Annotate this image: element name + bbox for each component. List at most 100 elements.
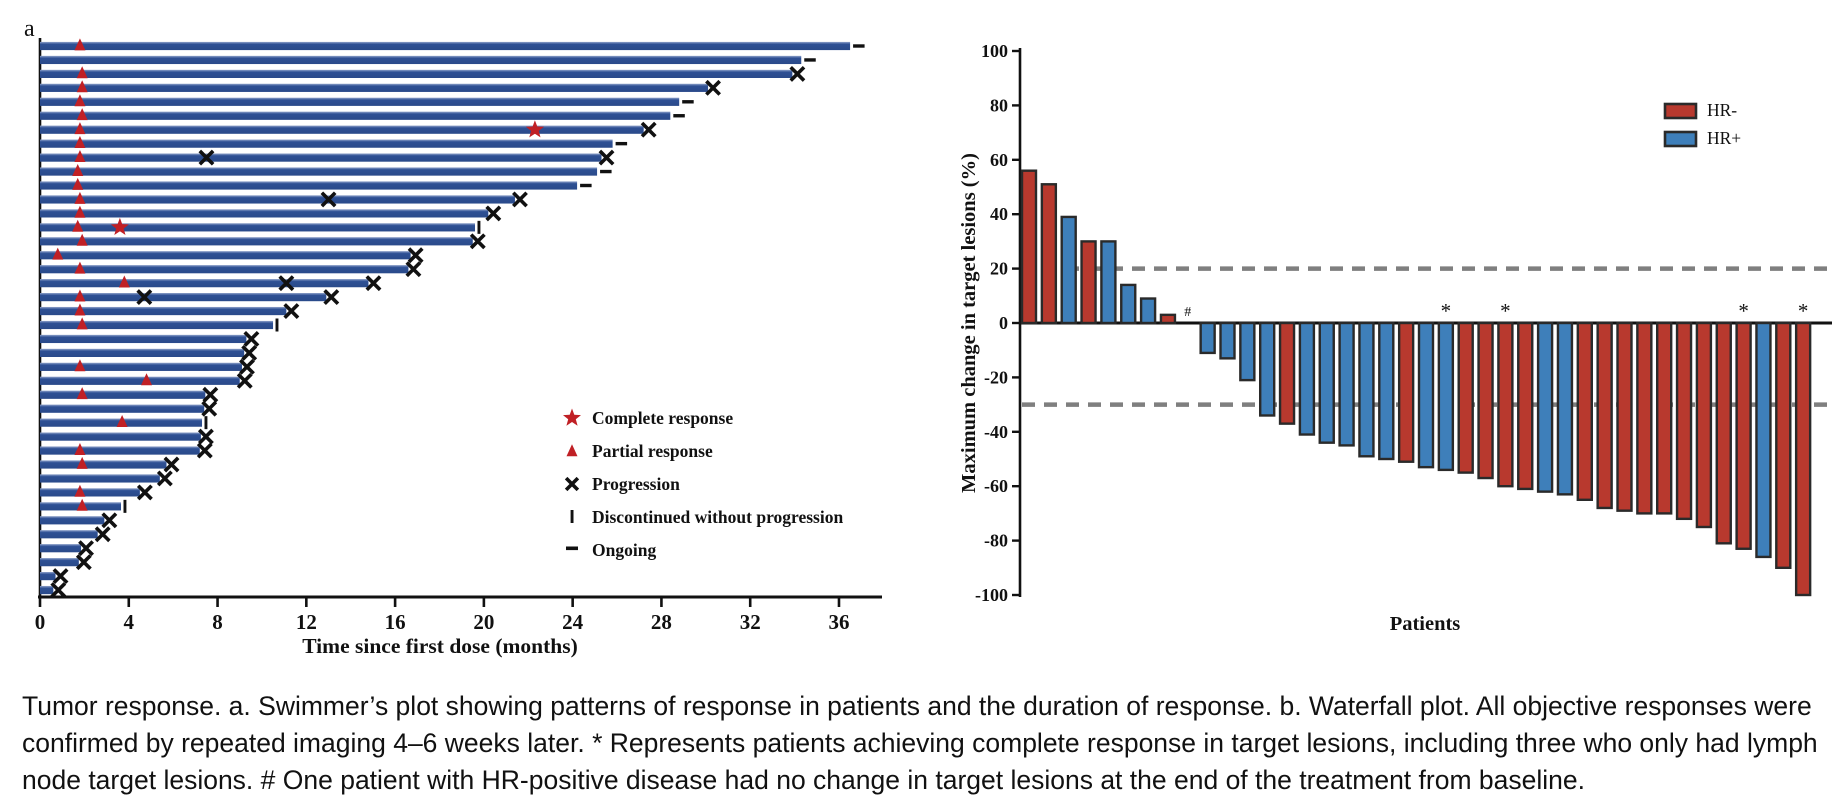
waterfall-bar [1318, 321, 1335, 444]
partial-response-triangle-icon [72, 177, 84, 190]
swimmer-bar [40, 306, 287, 316]
swimmer-bar [40, 376, 240, 385]
partial-response-triangle-icon [76, 108, 88, 121]
progression-x-icon [405, 261, 422, 278]
y-tick-label: -40 [984, 422, 1008, 442]
caption-line: Tumor response. a. Swimmer’s plot showin… [22, 691, 1812, 721]
swimmer-bar [40, 585, 54, 595]
waterfall-bar [1794, 321, 1812, 597]
swimmer-bar [40, 223, 476, 232]
waterfall-bar [1040, 183, 1058, 325]
swimmer-bar [40, 195, 515, 204]
progression-x-icon [564, 476, 580, 492]
legend-item-label: Discontinued without progression [592, 507, 843, 527]
progression-x-icon [52, 568, 69, 585]
legend-item-label: Ongoing [592, 540, 656, 560]
ongoing-dash-icon [580, 183, 592, 188]
x-tick-label: 8 [212, 610, 223, 634]
x-tick-label: 16 [385, 610, 406, 634]
progression-x-icon [320, 191, 337, 208]
swimmer-bar [40, 125, 644, 134]
swimmer-bar [40, 41, 851, 51]
waterfall-bar [1437, 321, 1455, 472]
waterfall-bar [1477, 321, 1494, 480]
progression-x-icon [512, 191, 528, 208]
x-tick-label: 32 [740, 610, 761, 634]
progression-x-icon [198, 149, 215, 166]
x-axis-title: Time since first dose (months) [302, 634, 578, 658]
swimmer-bar [40, 474, 160, 483]
progression-x-icon [78, 540, 95, 557]
waterfall-legend: HR- HR+ [1663, 100, 1741, 148]
waterfall-bar [1636, 321, 1653, 515]
partial-response-triangle-icon [74, 289, 86, 302]
partial-response-triangle-icon [74, 442, 86, 455]
progression-x-icon [197, 428, 214, 445]
ongoing-dash-icon [600, 169, 612, 174]
y-tick-label: 60 [990, 150, 1008, 170]
waterfall-bar [1120, 283, 1137, 325]
progression-x-icon [163, 456, 180, 473]
legend-item-label: HR+ [1707, 128, 1741, 148]
partial-response-triangle-icon [74, 150, 86, 162]
partial-response-triangle-icon [74, 205, 86, 218]
swimmer-bar [40, 153, 602, 162]
swimmer-legend: Complete response Partial response Progres… [563, 408, 843, 560]
x-tick-label: 12 [296, 610, 317, 634]
progression-x-icon [239, 358, 255, 375]
swimmer-bar [40, 97, 680, 106]
swimmer-bar [40, 558, 79, 567]
partial-response-triangle-icon [116, 415, 128, 428]
ongoing-dash-icon [566, 546, 578, 551]
legend-item-label: Partial response [592, 441, 713, 461]
progression-x-icon [236, 372, 253, 389]
progression-x-icon [243, 331, 260, 347]
partial-response-triangle-icon [76, 66, 88, 79]
waterfall-bar [1219, 321, 1236, 360]
legend-swatch [1663, 102, 1698, 120]
waterfall-bar [1358, 321, 1375, 458]
swimmer-bar [40, 446, 200, 455]
partial-response-triangle-icon [76, 456, 88, 469]
waterfall-bar [1258, 321, 1276, 417]
x-tick-label: 24 [562, 610, 584, 634]
complete-response-asterisk-mark: * [1738, 299, 1749, 323]
partial-response-triangle-icon [76, 80, 88, 93]
progression-x-icon [278, 275, 295, 292]
discontinued-bar-icon [204, 416, 208, 430]
progression-x-icon [789, 65, 806, 82]
y-tick-label: 40 [990, 204, 1008, 224]
ongoing-dash-icon [682, 100, 694, 104]
no-change-hash-mark: # [1184, 305, 1191, 320]
swimmer-axes: 0 4 8 12 16 20 24 28 32 36 Time since first dose (… [35, 38, 882, 658]
waterfall-bar [1139, 297, 1157, 325]
waterfall-bar [1695, 321, 1713, 529]
swimmer-bar [40, 516, 105, 525]
waterfall-bar [1278, 321, 1296, 425]
y-tick-label: -20 [984, 367, 1008, 387]
progression-x-icon [101, 512, 118, 529]
waterfall-bar [1378, 321, 1395, 461]
y-tick-label: 80 [990, 95, 1008, 115]
partial-response-triangle-icon [141, 373, 153, 386]
ongoing-dash-icon [804, 58, 816, 62]
progression-x-icon [283, 303, 300, 319]
waterfall-bar [1596, 321, 1613, 510]
waterfall-bar [1655, 321, 1673, 515]
waterfall-bar [1616, 321, 1633, 512]
ongoing-dash-icon [615, 141, 628, 146]
y-axis-title: Maximum change in target lesions (%) [960, 153, 980, 493]
swimmer-bar [40, 265, 409, 274]
waterfall-bar [1755, 321, 1772, 559]
progression-x-icon [640, 121, 657, 138]
waterfall-bar [1576, 321, 1594, 502]
partial-response-triangle-icon [76, 387, 88, 400]
waterfall-bar [1675, 321, 1693, 521]
swimmer-bar [40, 390, 206, 399]
swimmer-plot-panel: a 0 4 8 12 16 20 24 28 32 36 Time since first dose … [24, 16, 882, 658]
x-tick-label: 0 [35, 610, 46, 634]
legend-item-label: Progression [592, 474, 680, 494]
waterfall-bar [1020, 169, 1038, 325]
swimmer-bar [40, 530, 98, 539]
swimmer-bar [40, 320, 274, 330]
